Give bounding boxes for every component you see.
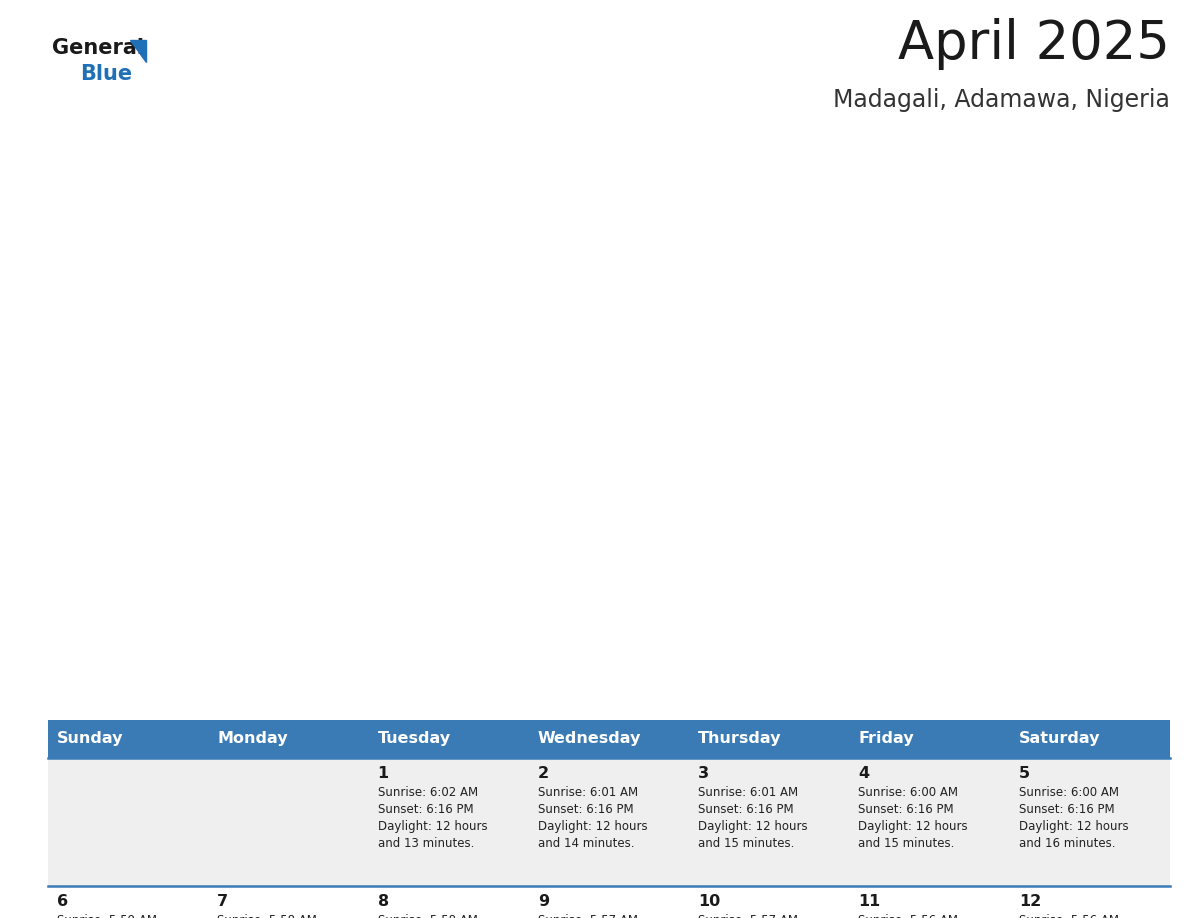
Text: Sunrise: 5:57 AM: Sunrise: 5:57 AM xyxy=(699,914,798,918)
Text: Sunset: 6:16 PM: Sunset: 6:16 PM xyxy=(859,803,954,816)
Text: 6: 6 xyxy=(57,894,68,909)
Text: Daylight: 12 hours: Daylight: 12 hours xyxy=(859,820,968,833)
Text: Blue: Blue xyxy=(80,64,132,84)
Bar xyxy=(529,720,689,758)
Text: Wednesday: Wednesday xyxy=(538,732,642,746)
Text: Sunrise: 6:00 AM: Sunrise: 6:00 AM xyxy=(1019,786,1119,799)
Text: Monday: Monday xyxy=(217,732,287,746)
Bar xyxy=(1010,720,1170,758)
Text: 8: 8 xyxy=(378,894,388,909)
Text: Friday: Friday xyxy=(859,732,914,746)
Text: and 15 minutes.: and 15 minutes. xyxy=(699,837,795,850)
Text: Madagali, Adamawa, Nigeria: Madagali, Adamawa, Nigeria xyxy=(833,88,1170,112)
Text: Sunset: 6:16 PM: Sunset: 6:16 PM xyxy=(538,803,633,816)
Text: and 15 minutes.: and 15 minutes. xyxy=(859,837,955,850)
Text: Sunrise: 6:02 AM: Sunrise: 6:02 AM xyxy=(378,786,478,799)
Text: 10: 10 xyxy=(699,894,720,909)
Text: Sunset: 6:16 PM: Sunset: 6:16 PM xyxy=(1019,803,1114,816)
Bar xyxy=(48,720,208,758)
Text: Daylight: 12 hours: Daylight: 12 hours xyxy=(699,820,808,833)
Text: Saturday: Saturday xyxy=(1019,732,1100,746)
Text: 2: 2 xyxy=(538,766,549,781)
Text: Sunrise: 6:01 AM: Sunrise: 6:01 AM xyxy=(538,786,638,799)
Text: 11: 11 xyxy=(859,894,880,909)
Text: 12: 12 xyxy=(1019,894,1041,909)
Text: 1: 1 xyxy=(378,766,388,781)
Text: Sunrise: 5:56 AM: Sunrise: 5:56 AM xyxy=(859,914,959,918)
Text: 5: 5 xyxy=(1019,766,1030,781)
Polygon shape xyxy=(129,40,146,62)
Text: Sunrise: 6:01 AM: Sunrise: 6:01 AM xyxy=(699,786,798,799)
Text: Sunrise: 5:59 AM: Sunrise: 5:59 AM xyxy=(57,914,157,918)
Text: and 14 minutes.: and 14 minutes. xyxy=(538,837,634,850)
Bar xyxy=(48,758,1170,886)
Text: Tuesday: Tuesday xyxy=(378,732,450,746)
Text: Sunday: Sunday xyxy=(57,732,124,746)
Text: Sunset: 6:16 PM: Sunset: 6:16 PM xyxy=(378,803,473,816)
Text: April 2025: April 2025 xyxy=(898,18,1170,70)
Text: 3: 3 xyxy=(699,766,709,781)
Text: Sunrise: 5:57 AM: Sunrise: 5:57 AM xyxy=(538,914,638,918)
Bar xyxy=(689,720,849,758)
Text: General: General xyxy=(52,38,144,58)
Text: Sunrise: 6:00 AM: Sunrise: 6:00 AM xyxy=(859,786,959,799)
Text: Sunrise: 5:58 AM: Sunrise: 5:58 AM xyxy=(217,914,317,918)
Bar xyxy=(48,886,1170,918)
Text: Daylight: 12 hours: Daylight: 12 hours xyxy=(1019,820,1129,833)
Text: 7: 7 xyxy=(217,894,228,909)
Bar xyxy=(368,720,529,758)
Text: Daylight: 12 hours: Daylight: 12 hours xyxy=(378,820,487,833)
Text: and 13 minutes.: and 13 minutes. xyxy=(378,837,474,850)
Bar xyxy=(849,720,1010,758)
Text: Sunrise: 5:58 AM: Sunrise: 5:58 AM xyxy=(378,914,478,918)
Text: 4: 4 xyxy=(859,766,870,781)
Text: Daylight: 12 hours: Daylight: 12 hours xyxy=(538,820,647,833)
Text: Sunrise: 5:56 AM: Sunrise: 5:56 AM xyxy=(1019,914,1119,918)
Text: and 16 minutes.: and 16 minutes. xyxy=(1019,837,1116,850)
Text: Sunset: 6:16 PM: Sunset: 6:16 PM xyxy=(699,803,794,816)
Text: Thursday: Thursday xyxy=(699,732,782,746)
Bar xyxy=(208,720,368,758)
Text: 9: 9 xyxy=(538,894,549,909)
